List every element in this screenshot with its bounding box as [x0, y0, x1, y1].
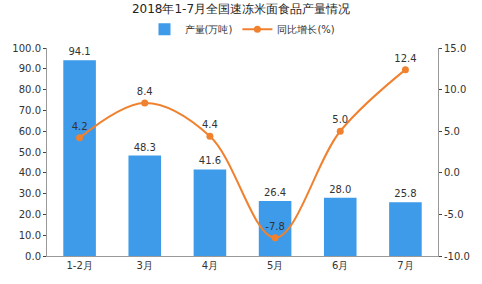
- svg-text:10.0: 10.0: [444, 84, 466, 95]
- svg-text:15.0: 15.0: [444, 43, 466, 54]
- svg-text:50.0: 50.0: [19, 147, 41, 158]
- svg-text:-10.0: -10.0: [444, 251, 470, 262]
- svg-text:20.0: 20.0: [19, 209, 41, 220]
- svg-text:5.0: 5.0: [444, 126, 460, 137]
- svg-text:3月: 3月: [137, 260, 153, 271]
- svg-text:5.0: 5.0: [332, 114, 348, 125]
- svg-text:产量(万吨): 产量(万吨): [185, 24, 233, 35]
- svg-text:7月: 7月: [397, 260, 413, 271]
- svg-text:26.4: 26.4: [264, 187, 286, 198]
- svg-text:4.4: 4.4: [202, 119, 218, 130]
- svg-text:48.3: 48.3: [134, 142, 156, 153]
- svg-text:6月: 6月: [332, 260, 348, 271]
- svg-text:10.0: 10.0: [19, 230, 41, 241]
- svg-text:5月: 5月: [267, 260, 283, 271]
- svg-text:0.0: 0.0: [444, 167, 460, 178]
- svg-text:0.0: 0.0: [25, 251, 41, 262]
- svg-text:70.0: 70.0: [19, 105, 41, 116]
- svg-text:1-2月: 1-2月: [66, 260, 92, 271]
- svg-text:-7.8: -7.8: [265, 221, 285, 232]
- svg-text:90.0: 90.0: [19, 63, 41, 74]
- svg-text:100.0: 100.0: [12, 43, 41, 54]
- svg-text:41.6: 41.6: [199, 155, 221, 166]
- svg-text:60.0: 60.0: [19, 126, 41, 137]
- svg-text:8.4: 8.4: [137, 86, 153, 97]
- svg-text:12.4: 12.4: [394, 53, 416, 64]
- svg-text:4月: 4月: [202, 260, 218, 271]
- svg-text:28.0: 28.0: [329, 184, 351, 195]
- svg-text:40.0: 40.0: [19, 167, 41, 178]
- svg-text:30.0: 30.0: [19, 188, 41, 199]
- svg-text:-5.0: -5.0: [444, 209, 464, 220]
- svg-text:2018年1-7月全国速冻米面食品产量情况: 2018年1-7月全国速冻米面食品产量情况: [132, 2, 350, 16]
- svg-text:80.0: 80.0: [19, 84, 41, 95]
- svg-text:94.1: 94.1: [68, 46, 90, 57]
- svg-text:25.8: 25.8: [394, 188, 416, 199]
- svg-text:同比增长(%): 同比增长(%): [277, 24, 334, 35]
- svg-text:4.2: 4.2: [72, 121, 88, 132]
